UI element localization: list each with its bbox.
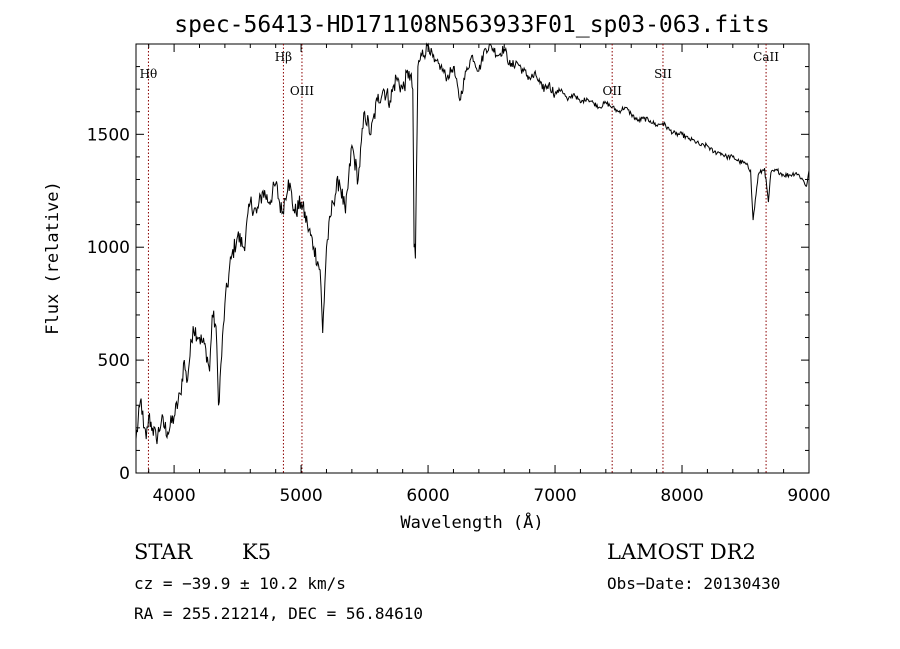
spectral-subclass: K5 [242, 540, 272, 564]
x-tick-label: 4000 [152, 486, 195, 506]
y-axis-ticks: 0 500 1000 1500 [87, 66, 809, 484]
emission-line-label: Hθ [140, 67, 158, 81]
x-tick-label: 7000 [533, 486, 576, 506]
emission-lines: Hθ Hβ OIII OII SII CaII [140, 44, 779, 473]
emission-line-label: SII [654, 67, 672, 81]
emission-line-label: CaII [753, 50, 779, 64]
survey-name: LAMOST DR2 [607, 540, 756, 564]
x-tick-label: 9000 [787, 486, 830, 506]
chart-title: spec-56413-HD171108N563933F01_sp03-063.f… [174, 12, 769, 38]
x-tick-label: 6000 [406, 486, 449, 506]
x-axis-ticks: 4000 5000 6000 7000 8000 9000 [148, 44, 831, 506]
emission-line-label: OIII [290, 84, 314, 98]
y-tick-label: 1000 [87, 238, 130, 258]
y-axis-label: Flux (relative) [43, 181, 63, 335]
observation-date: Obs−Date: 20130430 [607, 574, 781, 593]
emission-line-label: Hβ [275, 50, 292, 64]
y-tick-label: 500 [98, 351, 130, 371]
x-tick-label: 5000 [279, 486, 322, 506]
emission-line-label: OII [603, 84, 623, 98]
redshift-velocity: cz = −39.9 ± 10.2 km/s [134, 574, 346, 593]
spectrum-line [135, 42, 810, 445]
y-tick-label: 0 [119, 464, 130, 484]
x-tick-label: 8000 [660, 486, 703, 506]
coordinates: RA = 255.21214, DEC = 56.84610 [134, 604, 423, 623]
plot-frame [135, 43, 810, 474]
object-type: STAR [134, 540, 193, 564]
plot-area: Hθ Hβ OIII OII SII CaII [135, 42, 810, 474]
y-tick-label: 1500 [87, 125, 130, 145]
x-axis-label: Wavelength (Å) [400, 511, 543, 533]
